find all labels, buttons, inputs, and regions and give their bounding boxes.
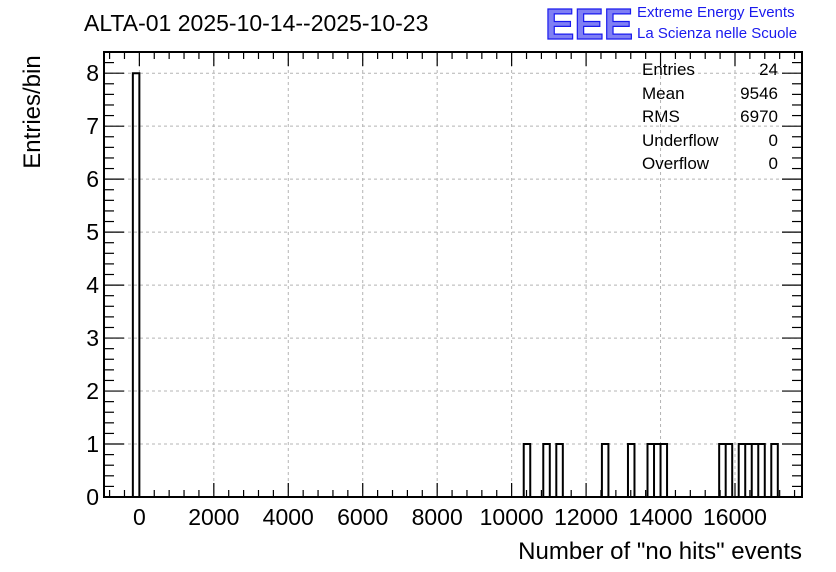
x-tick-label: 2000 xyxy=(188,504,239,530)
eee-logo: EEE xyxy=(544,2,633,44)
axis-ticks xyxy=(104,52,802,498)
stats-row-entries: Entries 24 xyxy=(642,60,778,84)
stat-label: Underflow xyxy=(642,130,719,150)
logo-line-1: Extreme Energy Events xyxy=(637,4,795,21)
stat-value: 9546 xyxy=(740,83,778,103)
x-tick-label: 14000 xyxy=(629,504,693,530)
y-tick-label: 6 xyxy=(86,166,99,192)
x-tick-label: 16000 xyxy=(703,504,767,530)
stat-value: 0 xyxy=(768,154,778,173)
x-tick-label: 8000 xyxy=(412,504,463,530)
stat-label: Mean xyxy=(642,83,685,103)
x-tick-label: 6000 xyxy=(337,504,388,530)
stat-value: 6970 xyxy=(740,107,778,126)
y-tick-label: 0 xyxy=(86,484,99,510)
y-tick-label: 8 xyxy=(86,60,99,86)
y-tick-label: 7 xyxy=(86,113,99,139)
stats-row-underflow: Underflow 0 xyxy=(642,131,778,155)
x-tick-label: 12000 xyxy=(554,504,618,530)
y-tick-label: 2 xyxy=(86,378,99,404)
stat-value: 24 xyxy=(759,60,778,79)
stat-value: 0 xyxy=(768,130,778,150)
chart-title: ALTA-01 2025-10-14--2025-10-23 xyxy=(84,10,429,36)
x-tick-label: 4000 xyxy=(263,504,314,530)
y-tick-label: 5 xyxy=(86,219,99,245)
stat-label: Entries xyxy=(642,60,695,79)
tick-labels: 0 2000 4000 6000 8000 10000 12000 14000 16000 0 1 2… xyxy=(86,60,767,530)
y-tick-label: 1 xyxy=(86,431,99,457)
stats-row-overflow: Overflow 0 xyxy=(642,154,778,178)
y-tick-label: 3 xyxy=(86,325,99,351)
stats-box: Entries 24 Mean 9546 RMS 6970 Underflow … xyxy=(642,60,778,178)
stats-row-rms: RMS 6970 xyxy=(642,107,778,131)
x-axis-label: Number of "no hits" events xyxy=(518,538,802,565)
stats-row-mean: Mean 9546 xyxy=(642,84,778,108)
x-tick-label: 10000 xyxy=(480,504,544,530)
stat-label: Overflow xyxy=(642,154,710,173)
histogram-outline xyxy=(104,72,802,498)
logo-mark: EEE xyxy=(545,2,633,44)
x-tick-label: 0 xyxy=(133,504,146,530)
y-axis-label: Entries/bin xyxy=(19,55,46,169)
stat-label: RMS xyxy=(642,107,680,126)
grid-lines xyxy=(104,52,802,497)
y-tick-label: 4 xyxy=(86,272,99,298)
logo-line-2: La Scienza nelle Scuole xyxy=(637,25,798,42)
